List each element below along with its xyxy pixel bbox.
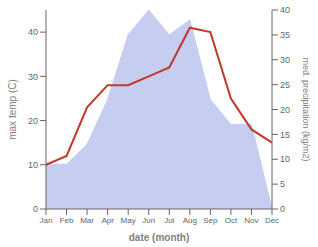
svg-text:date (month): date (month) — [129, 232, 190, 243]
svg-text:Dec: Dec — [265, 216, 279, 225]
svg-text:Oct: Oct — [225, 216, 238, 225]
svg-text:40: 40 — [28, 27, 38, 37]
svg-text:10: 10 — [28, 160, 38, 170]
svg-text:30: 30 — [280, 55, 290, 65]
svg-text:Sep: Sep — [203, 216, 218, 225]
svg-text:10: 10 — [280, 154, 290, 164]
svg-text:20: 20 — [28, 116, 38, 126]
svg-text:35: 35 — [280, 30, 290, 40]
svg-text:Jan: Jan — [40, 216, 53, 225]
svg-text:20: 20 — [280, 105, 290, 115]
svg-text:30: 30 — [28, 72, 38, 82]
svg-text:Aug: Aug — [183, 216, 197, 225]
svg-text:15: 15 — [280, 130, 290, 140]
svg-text:0: 0 — [33, 204, 38, 214]
svg-text:Jun: Jun — [142, 216, 155, 225]
svg-text:Feb: Feb — [60, 216, 74, 225]
svg-text:Nov: Nov — [244, 216, 258, 225]
svg-text:40: 40 — [280, 5, 290, 15]
svg-text:25: 25 — [280, 80, 290, 90]
svg-text:max temp (C): max temp (C) — [8, 79, 18, 140]
svg-text:May: May — [121, 216, 136, 225]
svg-text:0: 0 — [280, 204, 285, 214]
svg-text:Apr: Apr — [101, 216, 114, 225]
svg-text:med. precipitation (kg/m2): med. precipitation (kg/m2) — [301, 57, 310, 161]
svg-text:Jul: Jul — [164, 216, 174, 225]
svg-text:Mar: Mar — [80, 216, 94, 225]
svg-text:5: 5 — [280, 179, 285, 189]
